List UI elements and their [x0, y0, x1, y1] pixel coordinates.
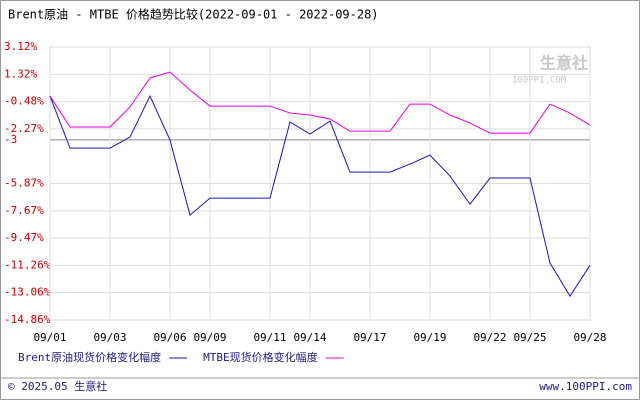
legend-label: Brent原油现货价格变化幅度 — [18, 350, 161, 364]
x-tick-label: 09/25 — [513, 331, 546, 344]
x-tick-label: 09/14 — [293, 331, 326, 344]
legend-label: MTBE现货价格变化幅度 — [203, 350, 318, 364]
y-tick-label: 3.12% — [4, 40, 37, 53]
watermark-name: 生意社 — [540, 54, 588, 73]
y-tick-label: -7.67% — [4, 204, 44, 217]
watermark-site: 100PPI.COM — [512, 76, 567, 86]
y-tick-label: -11.26% — [4, 258, 51, 271]
footer-url: www.100PPI.com — [539, 380, 632, 393]
x-tick-label: 09/11 — [253, 331, 286, 344]
series-line — [49, 94, 591, 298]
x-tick-label: 09/01 — [33, 331, 66, 344]
y-tick-label: -13.06% — [4, 286, 51, 299]
y-tick-label: 1.32% — [4, 67, 37, 80]
series-line — [49, 71, 591, 134]
x-tick-label: 09/03 — [93, 331, 126, 344]
x-tick-label: 09/06 — [153, 331, 186, 344]
chart-title: Brent原油 - MTBE 价格趋势比较(2022-09-01 - 2022-… — [8, 7, 379, 22]
x-tick-label: 09/09 — [193, 331, 226, 344]
y-tick-label: -9.47% — [4, 231, 44, 244]
y-tick-label: -3 — [4, 133, 17, 146]
footer-copyright: © 2025.05 生意社 — [8, 379, 107, 393]
x-tick-label: 09/19 — [413, 331, 446, 344]
x-tick-label: 09/22 — [473, 331, 506, 344]
y-tick-label: -2.27% — [4, 122, 44, 135]
y-tick-label: -14.86% — [4, 313, 51, 326]
y-tick-label: -5.87% — [4, 177, 44, 190]
y-tick-label: -0.48% — [4, 95, 44, 108]
x-tick-label: 09/17 — [353, 331, 386, 344]
x-tick-label: 09/28 — [573, 331, 606, 344]
